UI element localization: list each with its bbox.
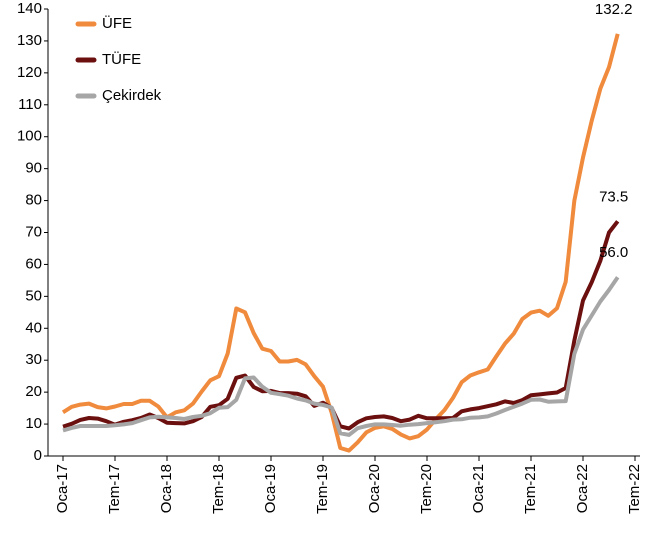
- data-label: 132.2: [595, 1, 633, 18]
- data-label: 73.5: [599, 188, 628, 205]
- x-tick-label: Tem-19: [314, 464, 331, 514]
- y-tick-label: 0: [34, 447, 42, 464]
- x-tick-label: Oca-19: [262, 464, 279, 513]
- y-tick-label: 50: [25, 287, 42, 304]
- y-tick-label: 20: [25, 383, 42, 400]
- y-tick-label: 30: [25, 351, 42, 368]
- y-tick-label: 80: [25, 192, 42, 209]
- x-tick-label: Tem-17: [106, 464, 123, 514]
- y-tick-label: 140: [17, 0, 42, 17]
- y-tick-label: 40: [25, 319, 42, 336]
- y-tick-label: 100: [17, 128, 42, 145]
- y-tick-label: 90: [25, 160, 42, 177]
- y-tick-label: 130: [17, 32, 42, 49]
- series-line: [61, 33, 620, 453]
- x-tick-label: Tem-22: [626, 464, 643, 514]
- data-label: 56.0: [599, 244, 628, 261]
- x-tick-label: Oca-17: [54, 464, 71, 513]
- series-line: [62, 276, 620, 437]
- legend-label: ÜFE: [102, 14, 132, 32]
- x-tick-label: Tem-21: [522, 464, 539, 514]
- x-tick-label: Oca-20: [366, 464, 383, 513]
- y-tick-label: 60: [25, 255, 42, 272]
- series-line: [62, 220, 620, 431]
- legend-label: Çekirdek: [102, 87, 162, 104]
- y-tick-label: 70: [25, 223, 42, 240]
- x-tick-label: Oca-18: [158, 464, 175, 513]
- x-tick-label: Tem-18: [210, 464, 227, 514]
- y-tick-label: 10: [25, 415, 42, 432]
- x-tick-label: Tem-20: [418, 464, 435, 514]
- y-tick-label: 120: [17, 64, 42, 81]
- y-tick-label: 110: [18, 96, 42, 113]
- x-tick-label: Oca-22: [574, 464, 591, 513]
- legend-label: TÜFE: [102, 50, 141, 68]
- x-tick-label: Oca-21: [470, 464, 487, 513]
